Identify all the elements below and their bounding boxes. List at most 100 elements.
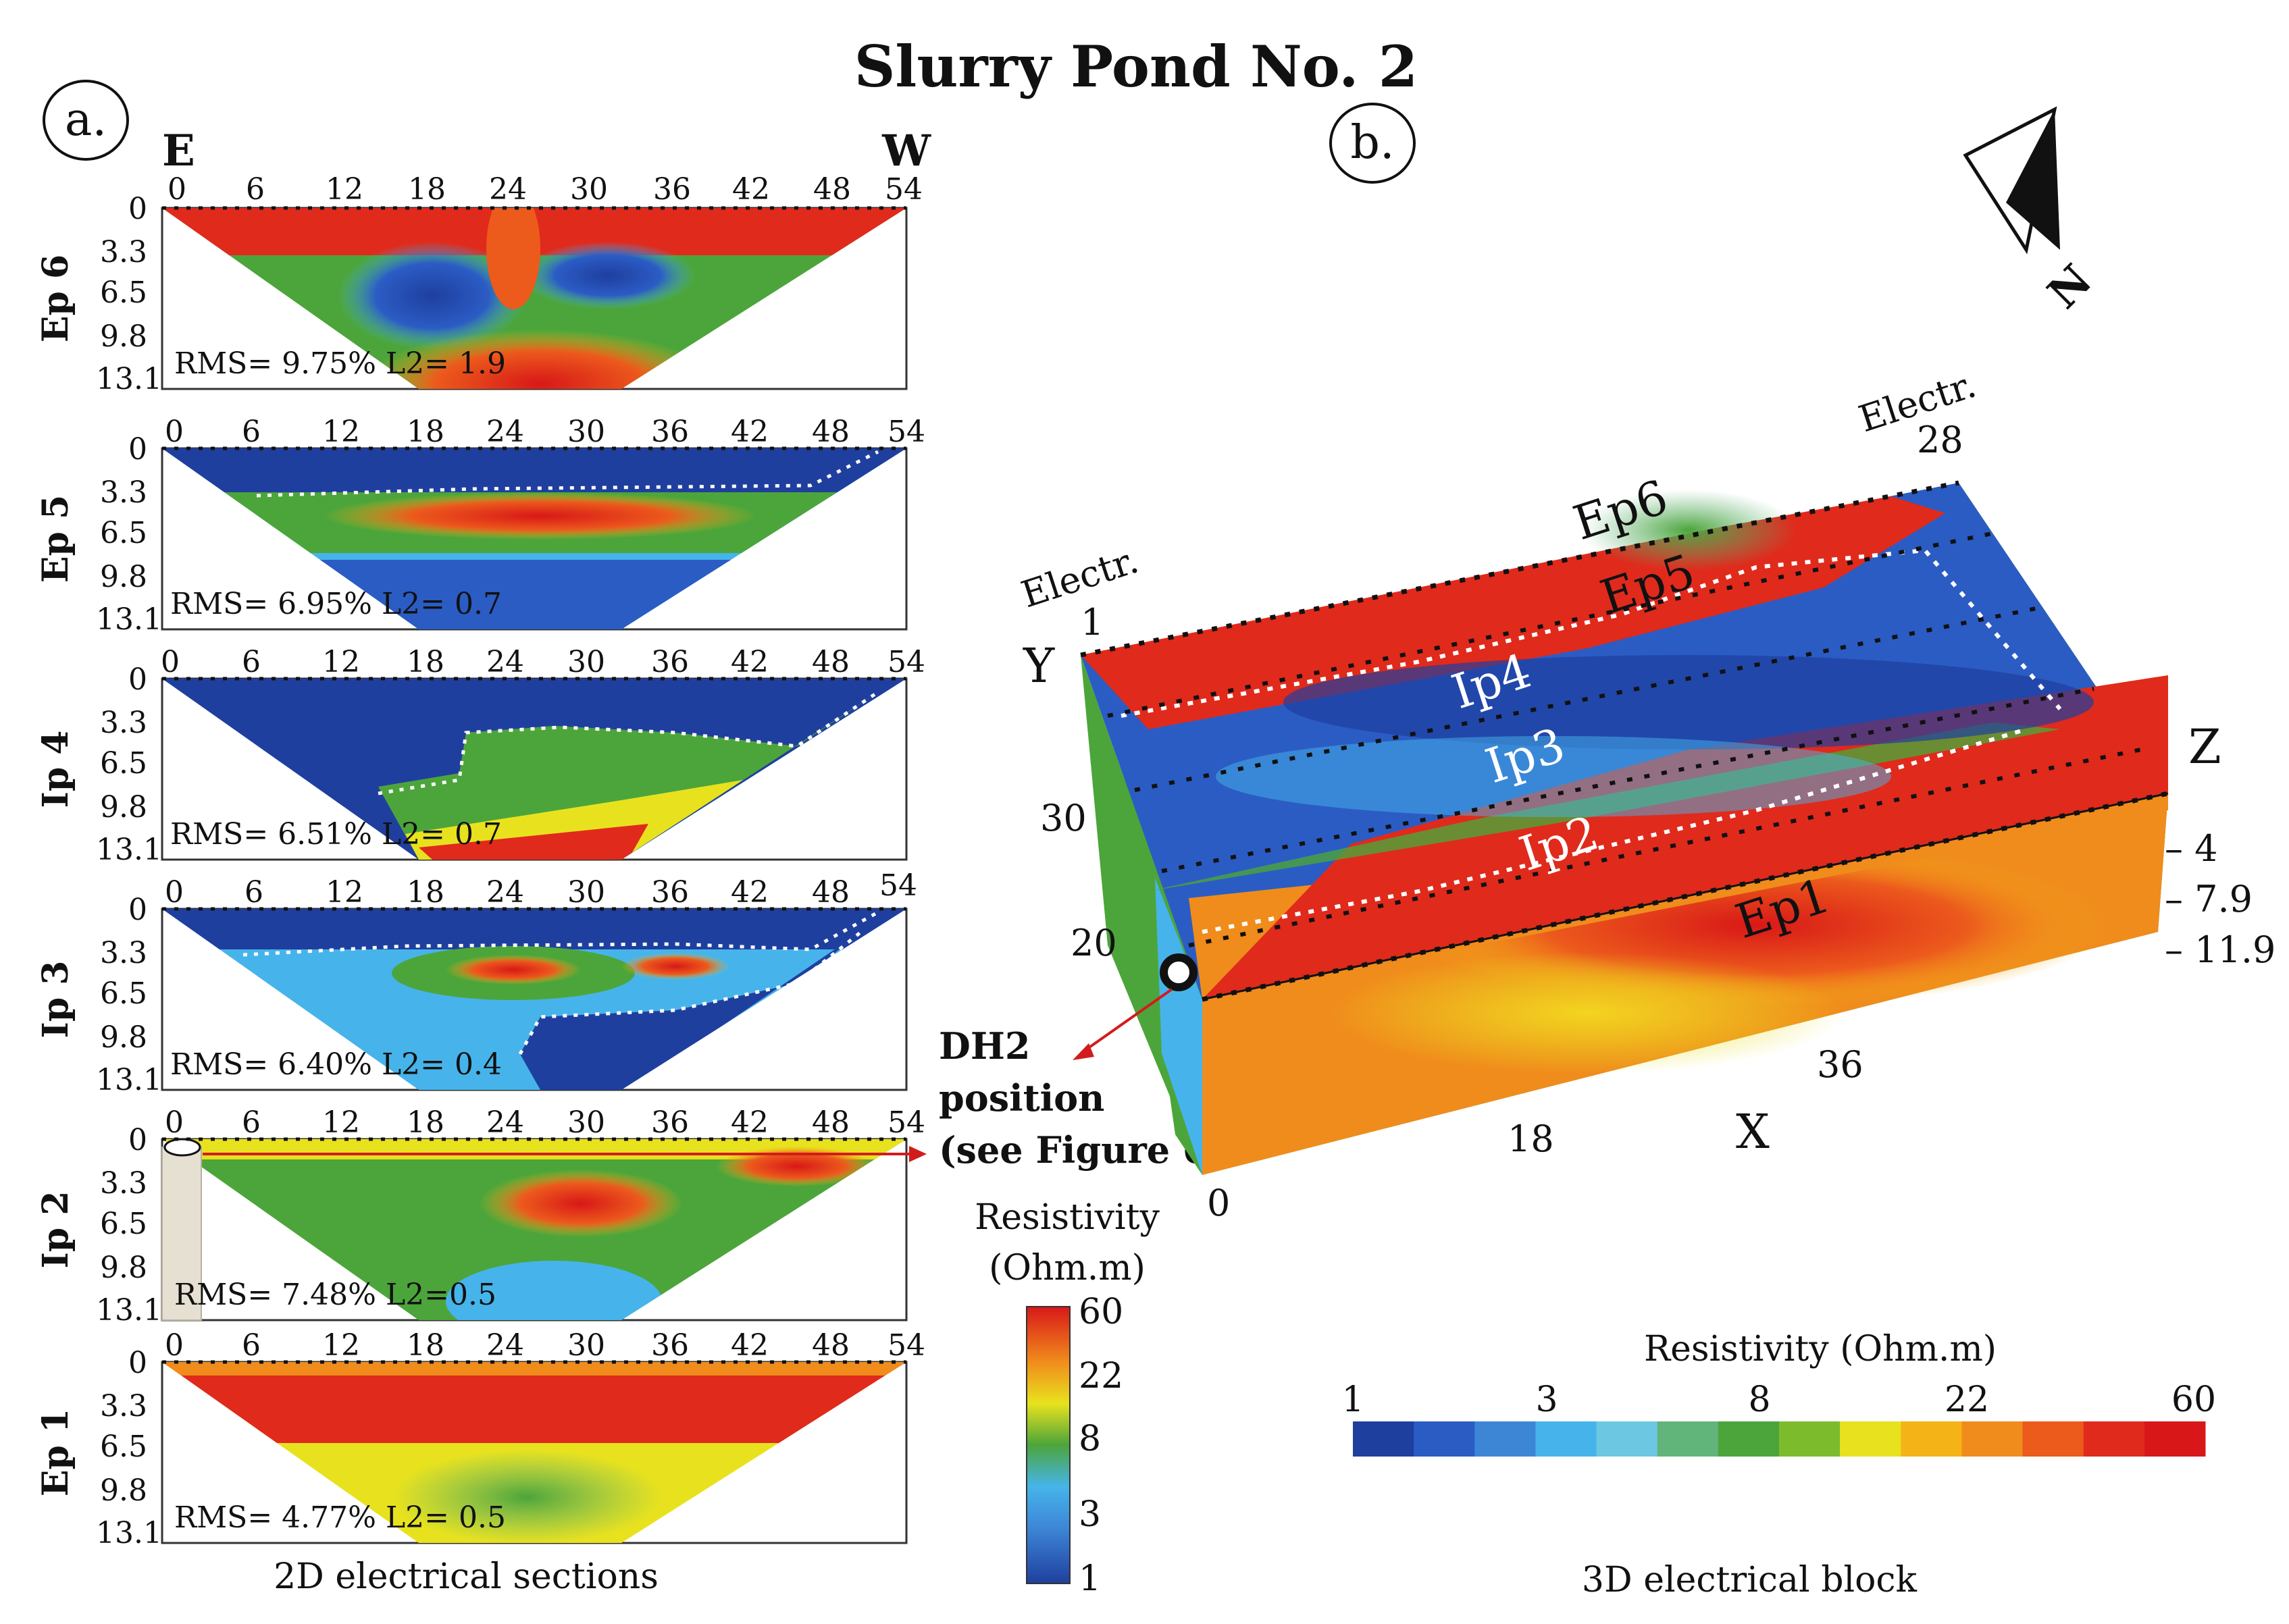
- svg-text:3.3: 3.3: [100, 1166, 147, 1201]
- svg-text:6: 6: [242, 415, 261, 449]
- svg-text:8: 8: [1079, 1419, 1101, 1459]
- axis-z-label: Z: [2188, 719, 2221, 775]
- svg-text:3.3: 3.3: [100, 475, 147, 510]
- svg-text:0: 0: [165, 1328, 184, 1363]
- rms-label: RMS= 6.40% L2= 0.4: [170, 1047, 502, 1082]
- z-tick: – 4: [2165, 827, 2218, 870]
- svg-text:3.3: 3.3: [100, 706, 147, 740]
- svg-text:0: 0: [165, 415, 184, 449]
- colorbar-segment: [1961, 1421, 2024, 1457]
- dh2-label: DH2 position (see Figure 6): [939, 1024, 1225, 1172]
- panel-b-label: b.: [1329, 103, 1416, 184]
- svg-text:6.5: 6.5: [100, 1207, 147, 1241]
- colorbar-segment: [1657, 1421, 1719, 1457]
- colorbar-segment: [1414, 1421, 1475, 1457]
- axis-y-label: Y: [1023, 638, 1055, 693]
- colorbar-vertical: Resistivity (Ohm.m) 60 22 8 3 1: [975, 1197, 1160, 1599]
- electr28-number: 28: [1917, 419, 1963, 461]
- dh2-marker: [1160, 953, 1198, 991]
- section-label: Ip 2: [35, 1191, 76, 1269]
- svg-text:8: 8: [1748, 1380, 1770, 1420]
- svg-text:36: 36: [651, 1105, 689, 1140]
- svg-text:13.1: 13.1: [96, 602, 162, 637]
- section-ep6: Ep 6 0 3.3 6.5 9.8 13.1 RMS= 9.75% L2= 1…: [35, 192, 908, 396]
- svg-text:1: 1: [1079, 1558, 1101, 1599]
- svg-text:12: 12: [326, 875, 363, 910]
- svg-text:12: 12: [322, 1105, 360, 1140]
- svg-text:12: 12: [322, 645, 360, 679]
- z-tick: – 11.9: [2165, 928, 2275, 971]
- section-ep1: Ep 1 0 6 12 18 24 30 36 42 48 54 0 3.3 6…: [35, 1328, 925, 1550]
- x-axis-ticks-top: 0 6 12 18 24 30 36 42 48 54: [168, 172, 923, 207]
- svg-text:18: 18: [408, 172, 446, 207]
- section-label: Ep 1: [35, 1409, 76, 1496]
- svg-text:54: 54: [879, 868, 917, 903]
- svg-text:3: 3: [1535, 1380, 1558, 1420]
- svg-text:18: 18: [407, 645, 444, 679]
- block-labels: Electr. 1 Electr. 28 Y X Z 30 20 0 18 36…: [1017, 363, 2276, 1224]
- svg-text:6: 6: [242, 1328, 261, 1363]
- svg-text:0: 0: [128, 432, 147, 467]
- svg-text:36: 36: [651, 415, 689, 449]
- colorbar-segment: [1474, 1421, 1536, 1457]
- colorbar-segment: [1535, 1421, 1597, 1457]
- svg-text:13.1: 13.1: [96, 1063, 162, 1097]
- svg-text:12: 12: [322, 415, 360, 449]
- colorbar-segment: [1596, 1421, 1658, 1457]
- colorbar-h-ramp: [1353, 1421, 2206, 1457]
- electr1-label: Electr.: [1017, 539, 1143, 617]
- svg-text:13.1: 13.1: [96, 833, 162, 867]
- caption-3d-block: 3D electrical block: [1582, 1560, 1918, 1600]
- panel-a-label: a.: [43, 80, 129, 161]
- svg-text:9.8: 9.8: [100, 790, 147, 824]
- svg-text:54: 54: [885, 172, 923, 207]
- x-tick: 18: [1508, 1118, 1554, 1160]
- svg-text:13.1: 13.1: [96, 1516, 162, 1550]
- svg-text:48: 48: [812, 1328, 850, 1363]
- svg-text:6: 6: [245, 875, 263, 910]
- svg-text:54: 54: [888, 1328, 925, 1363]
- colorbar-segment: [2083, 1421, 2145, 1457]
- colorbar-segment: [2022, 1421, 2084, 1457]
- svg-text:48: 48: [812, 645, 850, 679]
- colorbar-title-line2: (Ohm.m): [989, 1248, 1146, 1288]
- svg-text:24: 24: [486, 1328, 524, 1363]
- svg-text:3.3: 3.3: [100, 936, 147, 970]
- svg-text:24: 24: [489, 172, 527, 207]
- svg-text:12: 12: [326, 172, 363, 207]
- svg-text:42: 42: [731, 1105, 769, 1140]
- svg-text:60: 60: [2171, 1380, 2216, 1420]
- svg-text:1: 1: [1341, 1380, 1364, 1420]
- svg-text:6.5: 6.5: [100, 1430, 147, 1464]
- svg-text:30: 30: [567, 1105, 605, 1140]
- rms-label: RMS= 6.95% L2= 0.7: [170, 587, 502, 621]
- svg-text:6.5: 6.5: [100, 976, 147, 1011]
- colorbar-title-line1: Resistivity: [975, 1197, 1160, 1238]
- north-arrow-icon: N: [1963, 106, 2102, 319]
- svg-text:position: position: [939, 1076, 1104, 1120]
- svg-text:18: 18: [407, 1328, 444, 1363]
- svg-text:9.8: 9.8: [100, 1020, 147, 1055]
- svg-text:36: 36: [651, 645, 689, 679]
- colorbar-segment: [1840, 1421, 1901, 1457]
- svg-text:3.3: 3.3: [100, 1389, 147, 1423]
- svg-text:42: 42: [732, 172, 770, 207]
- direction-east: E: [162, 126, 195, 176]
- axis-x-label: X: [1736, 1104, 1770, 1159]
- north-label: N: [2038, 255, 2102, 319]
- section-label: Ep 5: [35, 495, 76, 583]
- colorbar-ramp: [1026, 1306, 1071, 1584]
- svg-text:12: 12: [322, 1328, 360, 1363]
- svg-text:DH2: DH2: [939, 1024, 1030, 1068]
- svg-text:0: 0: [128, 1346, 147, 1380]
- svg-text:48: 48: [812, 875, 850, 910]
- colorbar-segment: [1353, 1421, 1414, 1457]
- svg-text:0: 0: [165, 875, 184, 910]
- section-ip3: Ip 3 0 6 12 18 24 30 36 42 48 54 0 3.3 6…: [35, 868, 917, 1097]
- svg-text:13.1: 13.1: [96, 1293, 162, 1328]
- x-tick: 36: [1817, 1043, 1863, 1086]
- svg-text:3: 3: [1079, 1494, 1101, 1535]
- svg-text:60: 60: [1079, 1292, 1123, 1332]
- svg-text:30: 30: [567, 875, 605, 910]
